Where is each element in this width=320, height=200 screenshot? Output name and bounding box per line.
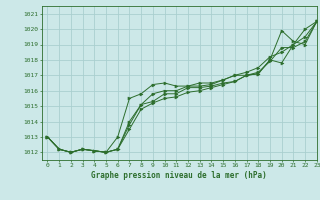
X-axis label: Graphe pression niveau de la mer (hPa): Graphe pression niveau de la mer (hPa) xyxy=(91,171,267,180)
